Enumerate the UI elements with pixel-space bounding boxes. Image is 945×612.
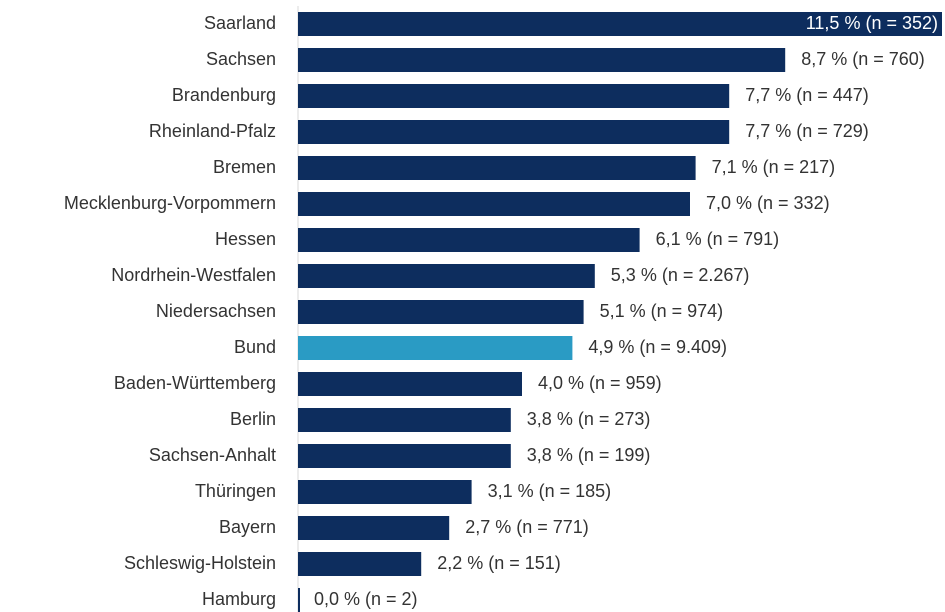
y-tick-label: Saarland [204,13,276,33]
bar [298,408,511,432]
data-label: 7,1 % (n = 217) [712,157,836,177]
data-label: 2,2 % (n = 151) [437,553,561,573]
y-tick-label: Bund [234,337,276,357]
bar [298,48,786,72]
y-tick-label: Rheinland-Pfalz [149,121,276,141]
bar [298,300,584,324]
bar [298,336,573,360]
y-tick-label: Sachsen-Anhalt [149,445,276,465]
y-tick-label: Berlin [230,409,276,429]
y-tick-label: Bremen [213,157,276,177]
y-tick-label: Brandenburg [172,85,276,105]
data-label: 3,8 % (n = 273) [527,409,651,429]
bar [298,156,696,180]
y-tick-label: Niedersachsen [156,301,276,321]
bar [298,552,422,576]
bar [298,480,472,504]
data-label: 4,9 % (n = 9.409) [588,337,727,357]
bar [298,120,730,144]
data-label: 7,7 % (n = 447) [745,85,869,105]
data-label: 11,5 % (n = 352) [806,13,938,33]
data-label: 3,1 % (n = 185) [488,481,612,501]
y-tick-label: Mecklenburg-Vorpommern [64,193,276,213]
bar [298,264,595,288]
y-tick-label: Hamburg [202,589,276,609]
data-label: 7,0 % (n = 332) [706,193,830,213]
data-label: 3,8 % (n = 199) [527,445,651,465]
data-label: 8,7 % (n = 760) [801,49,925,69]
bar [298,372,522,396]
bar [298,84,730,108]
data-label: 2,7 % (n = 771) [465,517,589,537]
bar [298,12,942,36]
data-label: 5,3 % (n = 2.267) [611,265,750,285]
y-tick-label: Schleswig-Holstein [124,553,276,573]
data-label: 4,0 % (n = 959) [538,373,662,393]
bar [298,228,640,252]
y-tick-label: Baden-Württemberg [114,373,276,393]
data-label: 5,1 % (n = 974) [600,301,724,321]
y-tick-label: Thüringen [195,481,276,501]
bar [298,444,511,468]
bar [298,516,450,540]
y-tick-label: Sachsen [206,49,276,69]
y-tick-label: Nordrhein-Westfalen [111,265,276,285]
y-tick-label: Bayern [219,517,276,537]
bar [298,192,690,216]
data-label: 7,7 % (n = 729) [745,121,869,141]
y-tick-label: Hessen [215,229,276,249]
data-label: 0,0 % (n = 2) [314,589,418,609]
data-label: 6,1 % (n = 791) [656,229,780,249]
